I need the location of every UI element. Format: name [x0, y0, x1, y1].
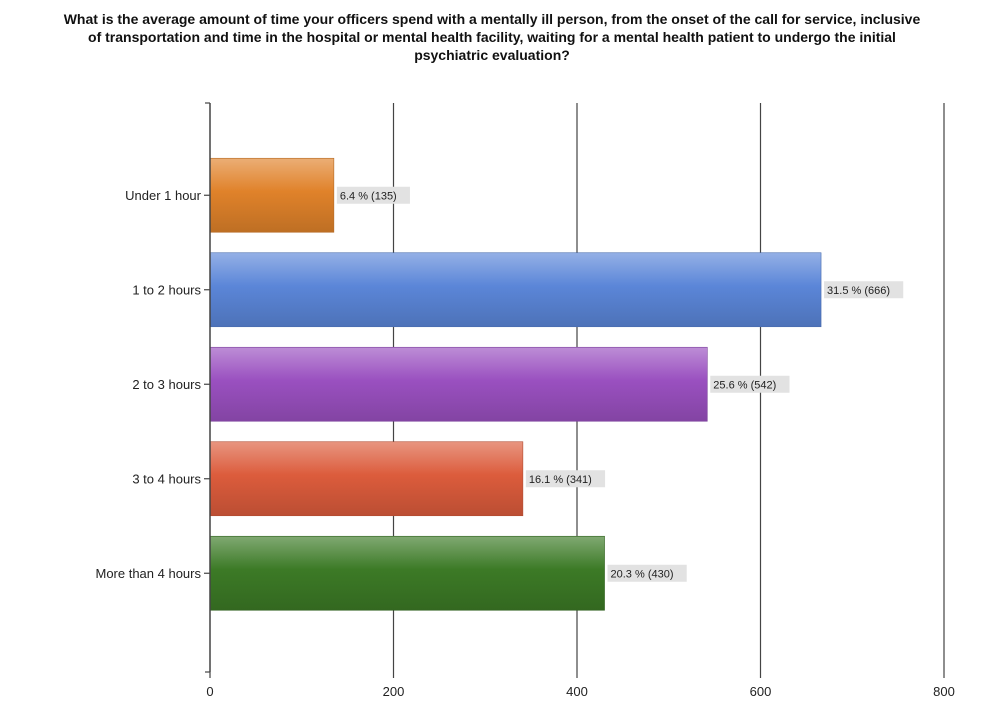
data-label: 6.4 % (135)	[340, 190, 397, 202]
axes	[204, 102, 945, 678]
category-label: More than 4 hours	[95, 566, 201, 581]
x-tick-label: 400	[566, 684, 588, 699]
x-tick-label: 0	[206, 684, 213, 699]
category-label: 3 to 4 hours	[132, 471, 201, 486]
data-label-box	[525, 470, 606, 488]
bar-1	[209, 252, 822, 328]
x-tick-label: 800	[933, 684, 955, 699]
data-label: 20.3 % (430)	[611, 568, 674, 580]
category-label: 1 to 2 hours	[132, 282, 201, 297]
data-label-box	[710, 375, 790, 393]
data-label-box	[336, 186, 410, 204]
labels: 0 200 400 600 800 Under 1 hour 6.4 % (135) 1 to…	[95, 186, 955, 699]
category-label: 2 to 3 hours	[132, 377, 201, 392]
data-label: 25.6 % (542)	[713, 379, 776, 391]
data-label-box	[607, 564, 687, 582]
bars	[209, 157, 822, 611]
x-tick-label: 600	[750, 684, 772, 699]
data-label: 31.5 % (666)	[827, 285, 890, 297]
data-label: 16.1 % (341)	[529, 474, 592, 486]
bar-2	[209, 346, 708, 422]
bar-0	[209, 157, 335, 233]
bar-4	[209, 535, 605, 611]
chart-title: What is the average amount of time your …	[63, 11, 921, 63]
data-label-box	[824, 281, 904, 299]
bar-3	[209, 441, 524, 517]
x-tick-label: 200	[383, 684, 405, 699]
category-label: Under 1 hour	[125, 188, 202, 203]
